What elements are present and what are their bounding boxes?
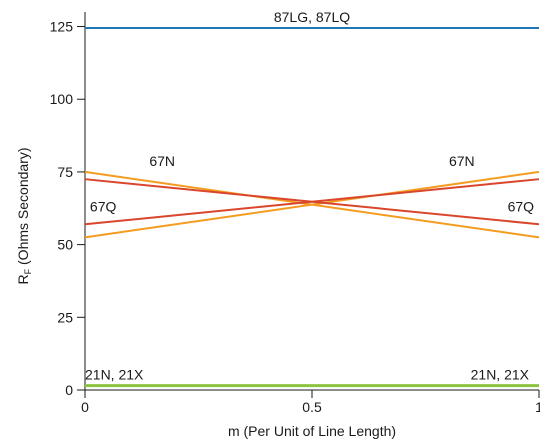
annotation-label: 67N (149, 153, 175, 169)
annotation-label: 67Q (508, 198, 535, 214)
x-tick-label: 0 (81, 399, 89, 415)
x-axis-title: m (Per Unit of Line Length) (228, 423, 396, 439)
x-tick-label: 0.5 (302, 399, 322, 415)
annotation-label: 21N, 21X (85, 367, 144, 383)
y-tick-label: 100 (50, 91, 74, 107)
y-tick-label: 75 (57, 164, 73, 180)
series-lines (84, 26, 540, 388)
axes: 0 25 50 75 100 125 0 0.5 1 (50, 12, 540, 415)
series-line-67n-b (84, 170, 540, 239)
y-axis-title-rest: (Ohms Secondary) (15, 148, 31, 269)
y-axis-title: RF (Ohms Secondary) (15, 148, 33, 285)
annotation-label: 67Q (90, 198, 117, 214)
annotation-label: 67N (449, 153, 475, 169)
y-tick-label: 50 (57, 237, 73, 253)
y-tick-label: 125 (50, 19, 74, 35)
y-tick-label: 0 (65, 382, 73, 398)
y-axis-title-main: R (15, 274, 31, 284)
series-line-67q-b (84, 178, 540, 226)
annotation-label: 21N, 21X (471, 367, 530, 383)
annotation-label: 87LG, 87LQ (274, 9, 350, 25)
annotations: 87LG, 87LQ 67N 67Q 67N 67Q 21N, 21X 21N, 21X (85, 9, 534, 383)
y-tick-label: 25 (57, 309, 73, 325)
x-tick-label: 1 (535, 399, 540, 415)
y-axis-title-subscript: F (23, 268, 33, 274)
